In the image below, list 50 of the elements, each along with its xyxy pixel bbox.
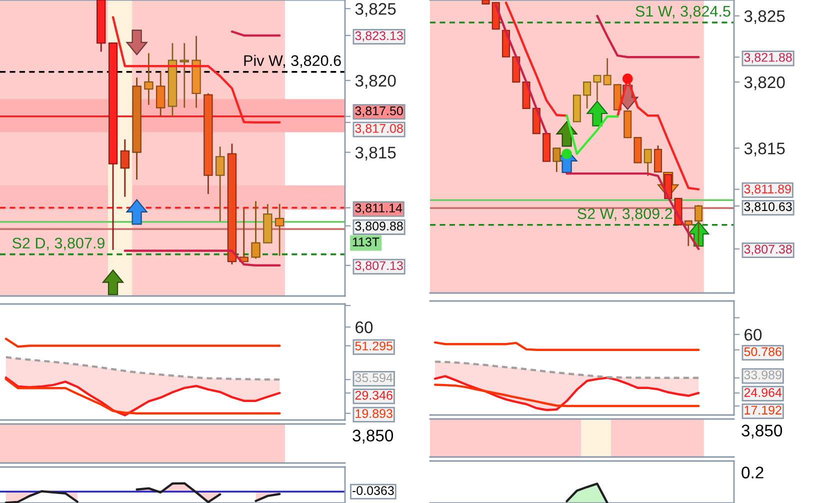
y-tick-label: 3,811.89 — [744, 184, 791, 195]
line-series — [434, 341, 700, 351]
y-tick-label: 3,825 — [744, 10, 785, 24]
y-tick-label: 3,825 — [355, 3, 396, 17]
ref-line-label: S2 D, 3,807.9 — [12, 238, 104, 250]
y-tick-label: 17.192 — [744, 406, 782, 415]
y-tick-label: 35.594 — [355, 373, 393, 382]
ref-line-label: S1 W, 3,824.5 — [636, 6, 730, 18]
text: 3,850 — [742, 424, 782, 438]
y-tick-label: 29.346 — [355, 390, 392, 400]
y-tick-label: 3,821.88 — [744, 52, 792, 64]
text: -0.0363 — [352, 486, 394, 495]
candlestick — [684, 220, 692, 247]
y-tick-label: 3,820 — [744, 76, 785, 90]
text: 0.2 — [742, 466, 764, 478]
text: 3,850 — [352, 430, 394, 444]
line-series — [4, 338, 281, 348]
y-tick-label: 19.893 — [356, 409, 392, 418]
line-series — [4, 356, 281, 381]
y-tick-label: 33.989 — [744, 370, 782, 380]
y-tick-label: 3,807.38 — [744, 244, 792, 256]
y-tick-label: 60 — [356, 321, 373, 334]
y-tick-label: 3,809.88 — [355, 222, 403, 232]
y-tick-label: 60 — [744, 328, 762, 341]
y-tick-label: 3,811.14 — [355, 204, 402, 214]
candlestick — [593, 74, 602, 102]
y-tick-label: 3,807.13 — [355, 261, 403, 272]
y-tick-label: 3,820 — [355, 74, 396, 89]
y-tick-label: 3,815 — [355, 146, 396, 160]
line-series — [566, 114, 619, 155]
y-tick-label: 50.786 — [744, 347, 782, 356]
line-series — [434, 384, 700, 408]
ref-line-label: S2 W, 3,809.2 — [578, 208, 672, 221]
y-tick-label: 3,817.08 — [355, 124, 403, 134]
y-tick-label: 24.964 — [744, 388, 782, 397]
y-tick-label: 3,815 — [744, 142, 785, 156]
candlestick — [644, 148, 652, 177]
text: 113T — [352, 238, 380, 246]
y-tick-label: 51.295 — [355, 342, 392, 350]
y-tick-label: 3,817.50 — [355, 106, 403, 117]
line-series — [434, 360, 700, 380]
y-tick-label: 3,810.63 — [744, 202, 792, 213]
candlestick — [552, 147, 561, 173]
candlestick — [603, 58, 612, 86]
candlestick — [583, 81, 592, 110]
ref-line-label: Piv W, 3,820.6 — [244, 54, 341, 68]
candlestick — [654, 144, 662, 173]
candlestick — [694, 204, 703, 247]
y-tick-label: 3,823.13 — [355, 31, 403, 42]
line-series — [434, 375, 700, 412]
